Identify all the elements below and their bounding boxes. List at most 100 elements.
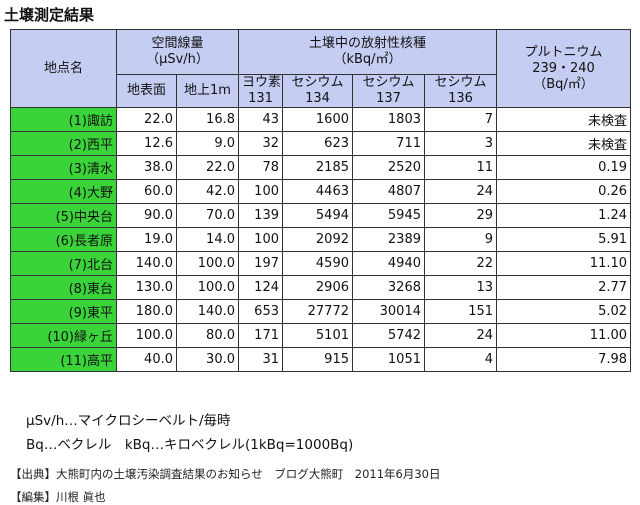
ground-cell: 40.0	[116, 347, 177, 372]
above1m-cell: 100.0	[176, 275, 239, 300]
cs134-cell: 2185	[282, 155, 353, 180]
ground-cell: 140.0	[116, 251, 177, 276]
i131-cell: 100	[238, 227, 283, 252]
site-name-cell: (10)緑ヶ丘	[10, 323, 117, 348]
soil-group-label: 土壌中の放射性核種	[309, 36, 427, 51]
above1m-cell: 22.0	[176, 155, 239, 180]
table-row: (3)清水 38.0 22.0 78 2185 2520 11 0.19	[10, 155, 632, 180]
above1m-cell: 30.0	[176, 347, 239, 372]
pu-cell: 1.24	[496, 203, 632, 228]
i131-cell: 31	[238, 347, 283, 372]
table-row: (4)大野 60.0 42.0 100 4463 4807 24 0.26	[10, 179, 632, 204]
cs134-cell: 5101	[282, 323, 353, 348]
cs136-label: セシウム	[434, 75, 487, 91]
pu-cell: 0.19	[496, 155, 632, 180]
cs134-number: 134	[305, 91, 330, 106]
site-header: 地点名	[10, 29, 117, 108]
plutonium-header: プルトニウム 239・240 （Bq/㎡）	[496, 29, 632, 108]
i131-cell: 171	[238, 323, 283, 348]
ground-cell: 60.0	[116, 179, 177, 204]
i131-header: ヨウ素 131	[238, 74, 283, 108]
site-name-cell: (8)東台	[10, 275, 117, 300]
site-name-cell: (7)北台	[10, 251, 117, 276]
table-row: (7)北台 140.0 100.0 197 4590 4940 22 11.10	[10, 251, 632, 276]
table-row: (1)諏訪 22.0 16.8 43 1600 1803 7 未検査	[10, 107, 632, 132]
unit-note-sv: μSv/h…マイクロシーベルト/毎時	[26, 413, 231, 429]
cs134-cell: 2092	[282, 227, 353, 252]
pu-cell: 11.00	[496, 323, 632, 348]
site-name-cell: (9)東平	[10, 299, 117, 324]
cs136-cell: 24	[423, 323, 498, 348]
table-body: (1)諏訪 22.0 16.8 43 1600 1803 7 未検査 (2)西平 12.6 9.0 3…	[10, 107, 632, 372]
cs136-cell: 11	[423, 155, 498, 180]
cs134-cell: 5494	[282, 203, 353, 228]
plutonium-label: プルトニウム	[524, 44, 603, 60]
page-title: 土壌測定結果	[4, 6, 95, 24]
pu-cell: 0.26	[496, 179, 632, 204]
cs136-cell: 9	[423, 227, 498, 252]
cs137-cell: 4807	[352, 179, 425, 204]
pu-cell: 2.77	[496, 275, 632, 300]
cs136-cell: 151	[423, 299, 498, 324]
cs137-cell: 5945	[352, 203, 425, 228]
site-name-cell: (11)高平	[10, 347, 117, 372]
site-name-cell: (5)中央台	[10, 203, 117, 228]
i131-cell: 124	[238, 275, 283, 300]
table-row: (9)東平 180.0 140.0 653 27772 30014 151 5.02	[10, 299, 632, 324]
pu-cell: 未検査	[496, 107, 632, 132]
above1m-cell: 70.0	[176, 203, 239, 228]
i131-cell: 653	[238, 299, 283, 324]
cs134-cell: 27772	[282, 299, 353, 324]
table-row: (6)長者原 19.0 14.0 100 2092 2389 9 5.91	[10, 227, 632, 252]
pu-cell: 11.10	[496, 251, 632, 276]
cs136-cell: 22	[423, 251, 498, 276]
cs136-cell: 24	[423, 179, 498, 204]
cs137-cell: 1803	[352, 107, 425, 132]
i131-cell: 139	[238, 203, 283, 228]
cs137-label: セシウム	[362, 75, 415, 91]
above1m-cell: 140.0	[176, 299, 239, 324]
table-row: (5)中央台 90.0 70.0 139 5494 5945 29 1.24	[10, 203, 632, 228]
above1m-header: 地上1m	[176, 74, 239, 108]
site-name-cell: (1)諏訪	[10, 107, 117, 132]
ground-cell: 38.0	[116, 155, 177, 180]
table-row: (11)高平 40.0 30.0 31 915 1051 4 7.98	[10, 347, 632, 372]
cs134-cell: 2906	[282, 275, 353, 300]
soil-measurement-table: 地点名 空間線量 （μSv/h） 土壌中の放射性核種 （kBq/㎡） プルトニウ…	[10, 29, 632, 372]
above1m-cell: 16.8	[176, 107, 239, 132]
above1m-cell: 80.0	[176, 323, 239, 348]
header-row-1: 地点名 空間線量 （μSv/h） 土壌中の放射性核種 （kBq/㎡） プルトニウ…	[10, 29, 632, 108]
pu-cell: 未検査	[496, 131, 632, 156]
cs137-cell: 30014	[352, 299, 425, 324]
i131-cell: 43	[238, 107, 283, 132]
header-row-2: 地表面 地上1m ヨウ素 131 セシウム 134 セシウム 137 セシウム …	[11, 74, 631, 108]
dose-group-label: 空間線量	[151, 36, 204, 51]
dose-group-unit: （μSv/h）	[146, 52, 209, 67]
cs136-header: セシウム 136	[423, 74, 498, 108]
cs136-cell: 13	[423, 275, 498, 300]
cs136-cell: 29	[423, 203, 498, 228]
cs137-number: 137	[376, 91, 401, 106]
cs137-cell: 3268	[352, 275, 425, 300]
editor-line: 【編集】川根 眞也	[10, 490, 106, 504]
table-row: (2)西平 12.6 9.0 32 623 711 3 未検査	[10, 131, 632, 156]
above1m-cell: 14.0	[176, 227, 239, 252]
site-name-cell: (6)長者原	[10, 227, 117, 252]
pu-cell: 5.02	[496, 299, 632, 324]
cs134-cell: 623	[282, 131, 353, 156]
i131-number: 131	[248, 91, 273, 106]
cs137-header: セシウム 137	[352, 74, 425, 108]
above1m-cell: 100.0	[176, 251, 239, 276]
pu-cell: 7.98	[496, 347, 632, 372]
cs134-cell: 1600	[282, 107, 353, 132]
i131-cell: 100	[238, 179, 283, 204]
i131-cell: 197	[238, 251, 283, 276]
above1m-cell: 42.0	[176, 179, 239, 204]
cs134-cell: 4590	[282, 251, 353, 276]
cs136-number: 136	[448, 91, 473, 106]
cs136-cell: 3	[423, 131, 498, 156]
i131-label: ヨウ素	[242, 75, 282, 91]
above1m-cell: 9.0	[176, 131, 239, 156]
cs136-cell: 7	[423, 107, 498, 132]
ground-header: 地表面	[116, 74, 177, 108]
